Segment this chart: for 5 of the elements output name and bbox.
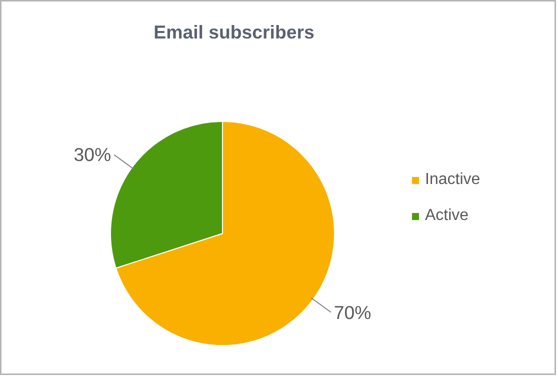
legend-label: Active [425, 207, 469, 225]
data-label: 30% [74, 144, 112, 166]
chart-title: Email subscribers [154, 22, 314, 42]
data-label: 70% [334, 302, 372, 323]
legend-label: Inactive [425, 171, 480, 189]
